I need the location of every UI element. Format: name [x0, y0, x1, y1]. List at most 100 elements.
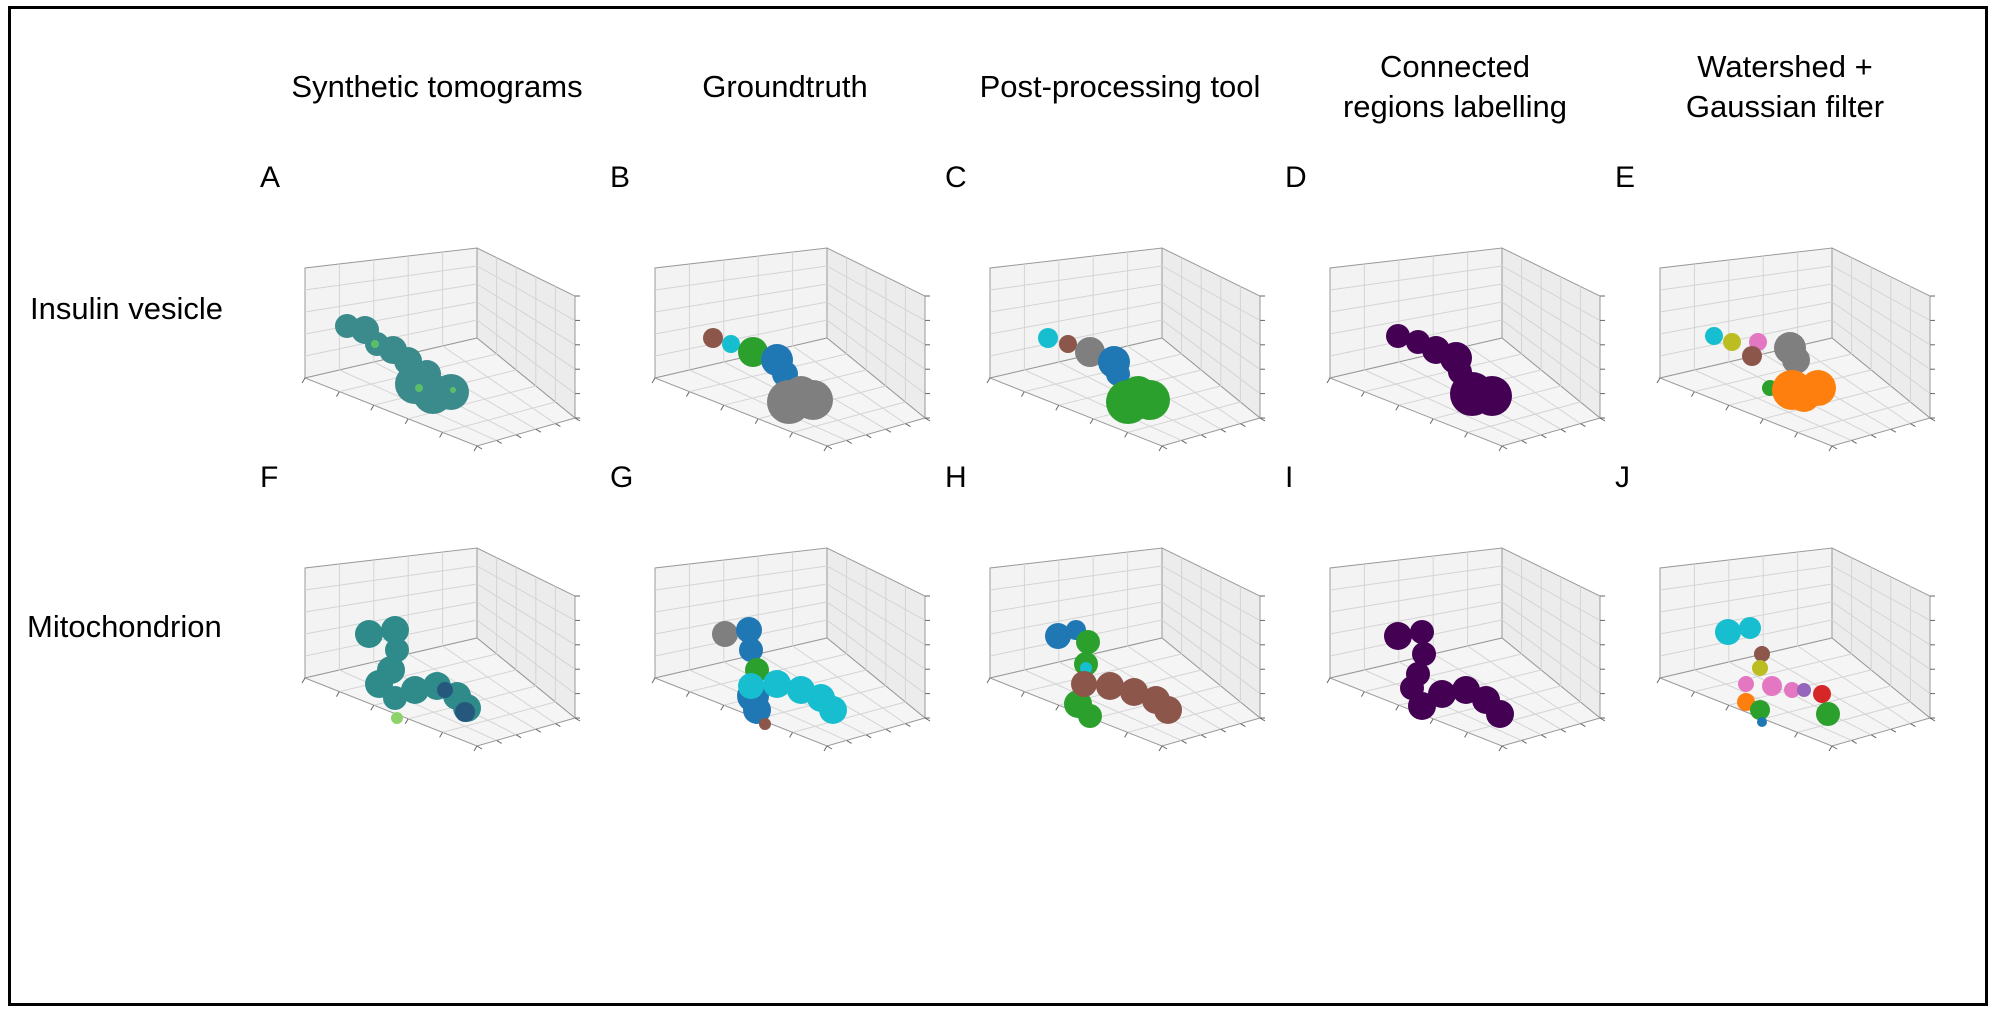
grid-line — [1467, 345, 1581, 425]
tick — [1124, 732, 1129, 738]
segment-blob — [1797, 683, 1811, 697]
segment-blob — [703, 328, 723, 348]
plot-3d-d — [1326, 247, 1606, 452]
grid-line — [1329, 601, 1503, 635]
grid-line — [1127, 645, 1241, 725]
blob-part — [455, 702, 475, 722]
grid-line — [442, 401, 556, 433]
panel-letter-g: G — [610, 461, 634, 494]
segment-blob — [1384, 620, 1514, 728]
grid-line — [826, 583, 926, 646]
segment-blob — [712, 621, 738, 647]
tick — [1429, 418, 1434, 425]
grid-line — [1501, 565, 1601, 621]
blob-part — [1757, 717, 1767, 727]
tick — [301, 377, 306, 384]
blob-part — [1816, 702, 1840, 726]
blob-part — [355, 620, 383, 648]
blob-part — [1750, 700, 1770, 720]
grid-line — [1694, 353, 1852, 393]
tick — [823, 445, 828, 452]
grid-line — [989, 583, 1163, 613]
tick — [1498, 445, 1503, 452]
tick — [301, 677, 306, 684]
tick — [1890, 728, 1897, 733]
grid-line — [1728, 661, 1872, 736]
tick — [535, 428, 542, 433]
tick — [865, 734, 872, 739]
tick — [1200, 434, 1207, 439]
grid-line — [1694, 669, 1852, 741]
tick — [1464, 732, 1469, 738]
grid-line — [1329, 265, 1503, 291]
tick — [1220, 428, 1227, 433]
grid-line — [1797, 345, 1911, 425]
grid-line — [1467, 645, 1581, 725]
blob-part — [722, 335, 740, 353]
tick — [1580, 723, 1586, 728]
grid-line — [1161, 583, 1261, 646]
tick — [720, 704, 725, 711]
tick — [1540, 434, 1547, 439]
grid-line — [1694, 653, 1852, 693]
grid-line — [1161, 619, 1261, 694]
segment-blob — [1774, 332, 1810, 374]
blob-part — [1075, 337, 1105, 367]
grid-line — [826, 619, 926, 694]
tick — [1521, 739, 1527, 744]
tick — [1020, 391, 1025, 397]
grid-line — [476, 583, 576, 646]
grid-line — [654, 565, 828, 591]
grid-line — [1501, 619, 1601, 694]
grid-line — [1831, 301, 1931, 370]
tick — [986, 677, 991, 684]
plot-3d-f — [301, 547, 581, 752]
blob-part — [1412, 642, 1436, 666]
tick — [473, 445, 478, 452]
blob-part — [450, 387, 456, 393]
tick — [1055, 404, 1060, 411]
segment-blob — [738, 670, 847, 724]
blob-part — [1384, 622, 1412, 650]
tick — [885, 728, 892, 733]
tick — [1360, 691, 1365, 697]
blob-part — [1813, 685, 1831, 703]
segment-blob — [437, 682, 475, 722]
blob-part — [1797, 683, 1811, 697]
blob-part — [783, 376, 819, 412]
grid-line — [304, 565, 478, 591]
segment-blob — [1106, 376, 1170, 424]
grid-line — [1127, 401, 1241, 433]
grid-line — [442, 645, 556, 725]
segment-blob — [1772, 370, 1836, 412]
tick — [651, 677, 656, 684]
tick — [1326, 377, 1331, 384]
segment-blob — [1386, 324, 1512, 416]
tick — [555, 423, 561, 428]
panel-letter-b: B — [610, 161, 631, 194]
blob-part — [1472, 376, 1512, 416]
grid-line — [1161, 283, 1261, 346]
grid-line — [792, 401, 906, 433]
tick — [1690, 391, 1695, 397]
segment-blob — [767, 376, 833, 424]
grid-line — [792, 645, 906, 725]
tick — [1501, 745, 1508, 750]
tick — [1851, 739, 1857, 744]
blob-part — [1739, 617, 1761, 639]
blob-part — [1715, 619, 1741, 645]
grid-line — [989, 565, 1163, 591]
tick — [1326, 677, 1331, 684]
grid-line — [654, 301, 828, 335]
grid-line — [476, 565, 576, 621]
panel-letter-j: J — [1615, 461, 1630, 494]
tick — [905, 423, 911, 428]
grid-line — [1659, 319, 1833, 357]
tick — [754, 418, 759, 425]
grid-line — [1329, 301, 1503, 335]
blob-part — [437, 682, 453, 698]
tick — [1161, 445, 1168, 450]
grid-line — [1501, 265, 1601, 321]
grid-line — [1659, 283, 1833, 313]
grid-line — [792, 701, 906, 733]
